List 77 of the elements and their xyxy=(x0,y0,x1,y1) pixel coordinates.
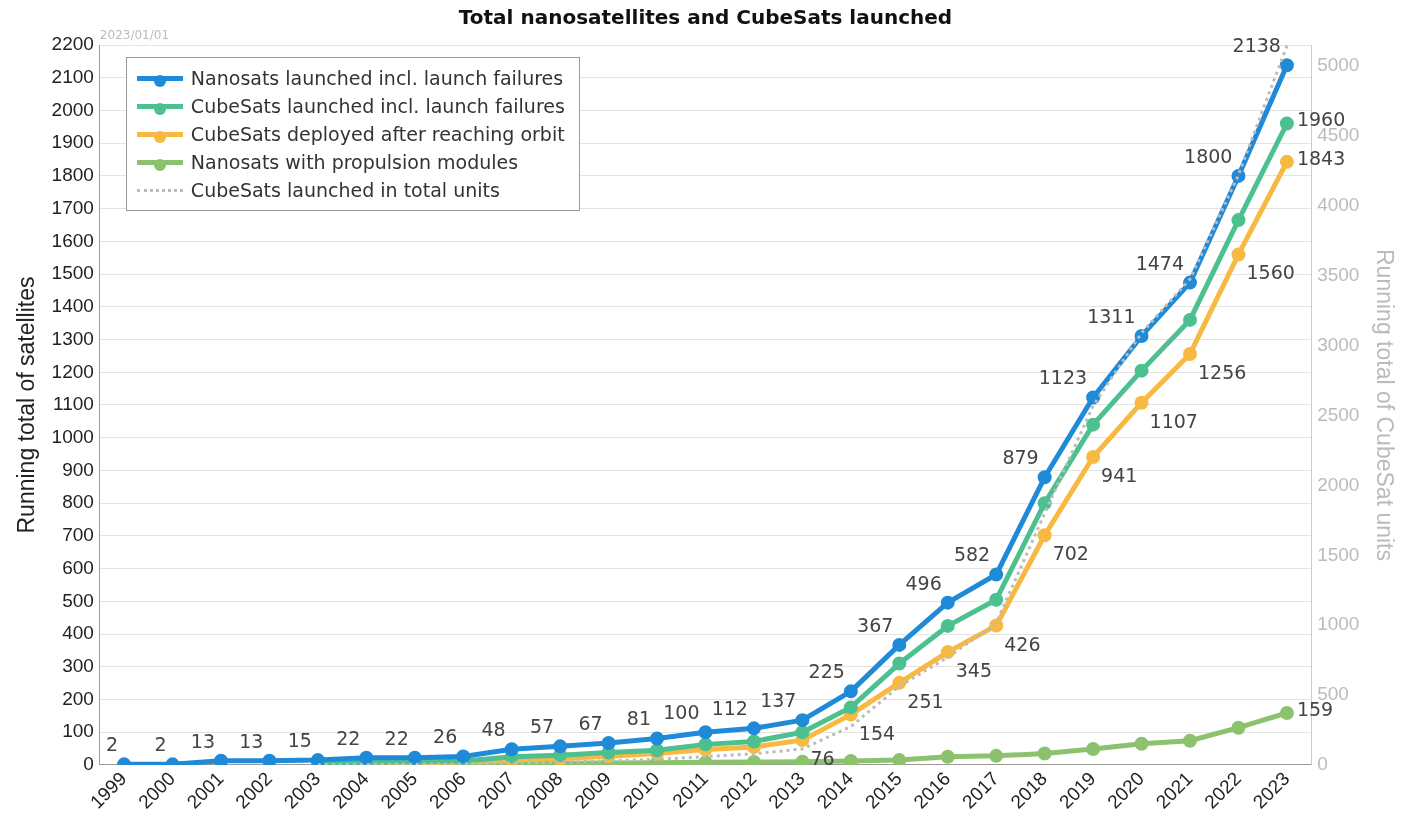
y2-tick-label: 1000 xyxy=(1317,613,1360,635)
data-label: 67 xyxy=(578,712,603,734)
data-label: 57 xyxy=(529,715,555,738)
data-label: 26 xyxy=(433,725,458,748)
data-label: 76 xyxy=(810,747,835,770)
data-label: 100 xyxy=(663,701,700,724)
legend-label: Nanosats with propulsion modules xyxy=(190,151,519,173)
y2-tick-label: 0 xyxy=(1317,753,1328,775)
y-tick-label: 2100 xyxy=(51,65,94,87)
data-label: 941 xyxy=(1101,463,1138,486)
legend-label: CubeSats deployed after reaching orbit xyxy=(190,123,565,145)
y-tick-label: 1300 xyxy=(51,327,94,349)
data-label: 154 xyxy=(858,721,896,744)
data-label: 2 xyxy=(106,733,119,756)
y-tick-label: 1000 xyxy=(51,425,94,447)
data-label: 1474 xyxy=(1135,251,1185,274)
y-tick-label: 2200 xyxy=(51,33,94,55)
data-label: 225 xyxy=(808,660,845,683)
data-label: 22 xyxy=(384,726,409,749)
legend-label: CubeSats launched in total units xyxy=(190,179,500,201)
y2-tick-label: 4000 xyxy=(1317,194,1360,216)
data-label: 1843 xyxy=(1296,146,1346,169)
data-label: 1123 xyxy=(1038,366,1088,389)
data-label: 345 xyxy=(955,659,993,682)
y-tick-label: 1100 xyxy=(53,393,94,415)
y-tick-label: 1900 xyxy=(51,131,94,153)
data-label: 367 xyxy=(857,613,894,636)
data-label: 1800 xyxy=(1184,144,1233,167)
y-tick-label: 1800 xyxy=(51,164,94,186)
data-label: 702 xyxy=(1052,542,1089,565)
y-tick-label: 2000 xyxy=(51,98,94,120)
y-axis-title: Running total of satellites xyxy=(13,276,40,534)
y2-tick-label: 3000 xyxy=(1317,333,1360,355)
y2-tick-label: 3500 xyxy=(1317,263,1360,285)
legend-label: CubeSats launched incl. launch failures xyxy=(190,95,565,117)
y-tick-label: 300 xyxy=(62,655,94,677)
y-tick-label: 800 xyxy=(62,491,94,513)
data-label: 13 xyxy=(190,729,215,752)
y-tick-label: 200 xyxy=(62,687,94,709)
data-label: 1107 xyxy=(1149,409,1198,432)
data-label: 2138 xyxy=(1232,34,1281,57)
y-tick-label: 1200 xyxy=(51,360,94,382)
data-label: 879 xyxy=(1002,446,1039,469)
data-label: 13 xyxy=(239,729,264,752)
y-tick-label: 400 xyxy=(62,622,94,644)
data-label: 582 xyxy=(953,543,991,566)
y-tick-label: 1400 xyxy=(51,295,94,317)
data-label: 48 xyxy=(481,718,506,741)
data-label: 81 xyxy=(626,707,652,730)
y2-tick-label: 2000 xyxy=(1317,473,1360,495)
data-label: 2 xyxy=(154,733,167,756)
y2-tick-label: 5000 xyxy=(1317,54,1360,76)
data-label: 426 xyxy=(1004,632,1041,655)
data-label: 251 xyxy=(907,689,944,712)
data-label: 1311 xyxy=(1087,304,1136,327)
y2-tick-label: 2500 xyxy=(1317,403,1360,425)
y-tick-label: 1700 xyxy=(51,196,94,218)
y2-axis-title: Running total of CubeSat units xyxy=(1371,249,1398,561)
y-tick-label: 700 xyxy=(62,524,94,546)
text: 2023/01/01 xyxy=(99,28,170,42)
y2-tick-label: 1500 xyxy=(1317,543,1360,565)
data-label: 137 xyxy=(760,689,797,712)
y-tick-label: 900 xyxy=(62,458,94,480)
data-label: 1256 xyxy=(1198,360,1247,383)
data-label: 15 xyxy=(287,729,312,752)
y-tick-label: 0 xyxy=(83,753,94,775)
chart-title: Total nanosatellites and CubeSats launched xyxy=(458,5,953,30)
data-label: 1560 xyxy=(1246,261,1295,284)
y-tick-label: 100 xyxy=(62,720,94,742)
data-label: 22 xyxy=(336,726,361,749)
y-tick-label: 600 xyxy=(62,556,94,578)
data-label: 112 xyxy=(711,697,748,720)
legend-label: Nanosats launched incl. launch failures xyxy=(190,67,564,89)
y-tick-label: 1600 xyxy=(51,229,94,251)
y-tick-label: 500 xyxy=(62,589,94,611)
data-label: 496 xyxy=(905,571,942,594)
y-tick-label: 1500 xyxy=(51,262,94,284)
